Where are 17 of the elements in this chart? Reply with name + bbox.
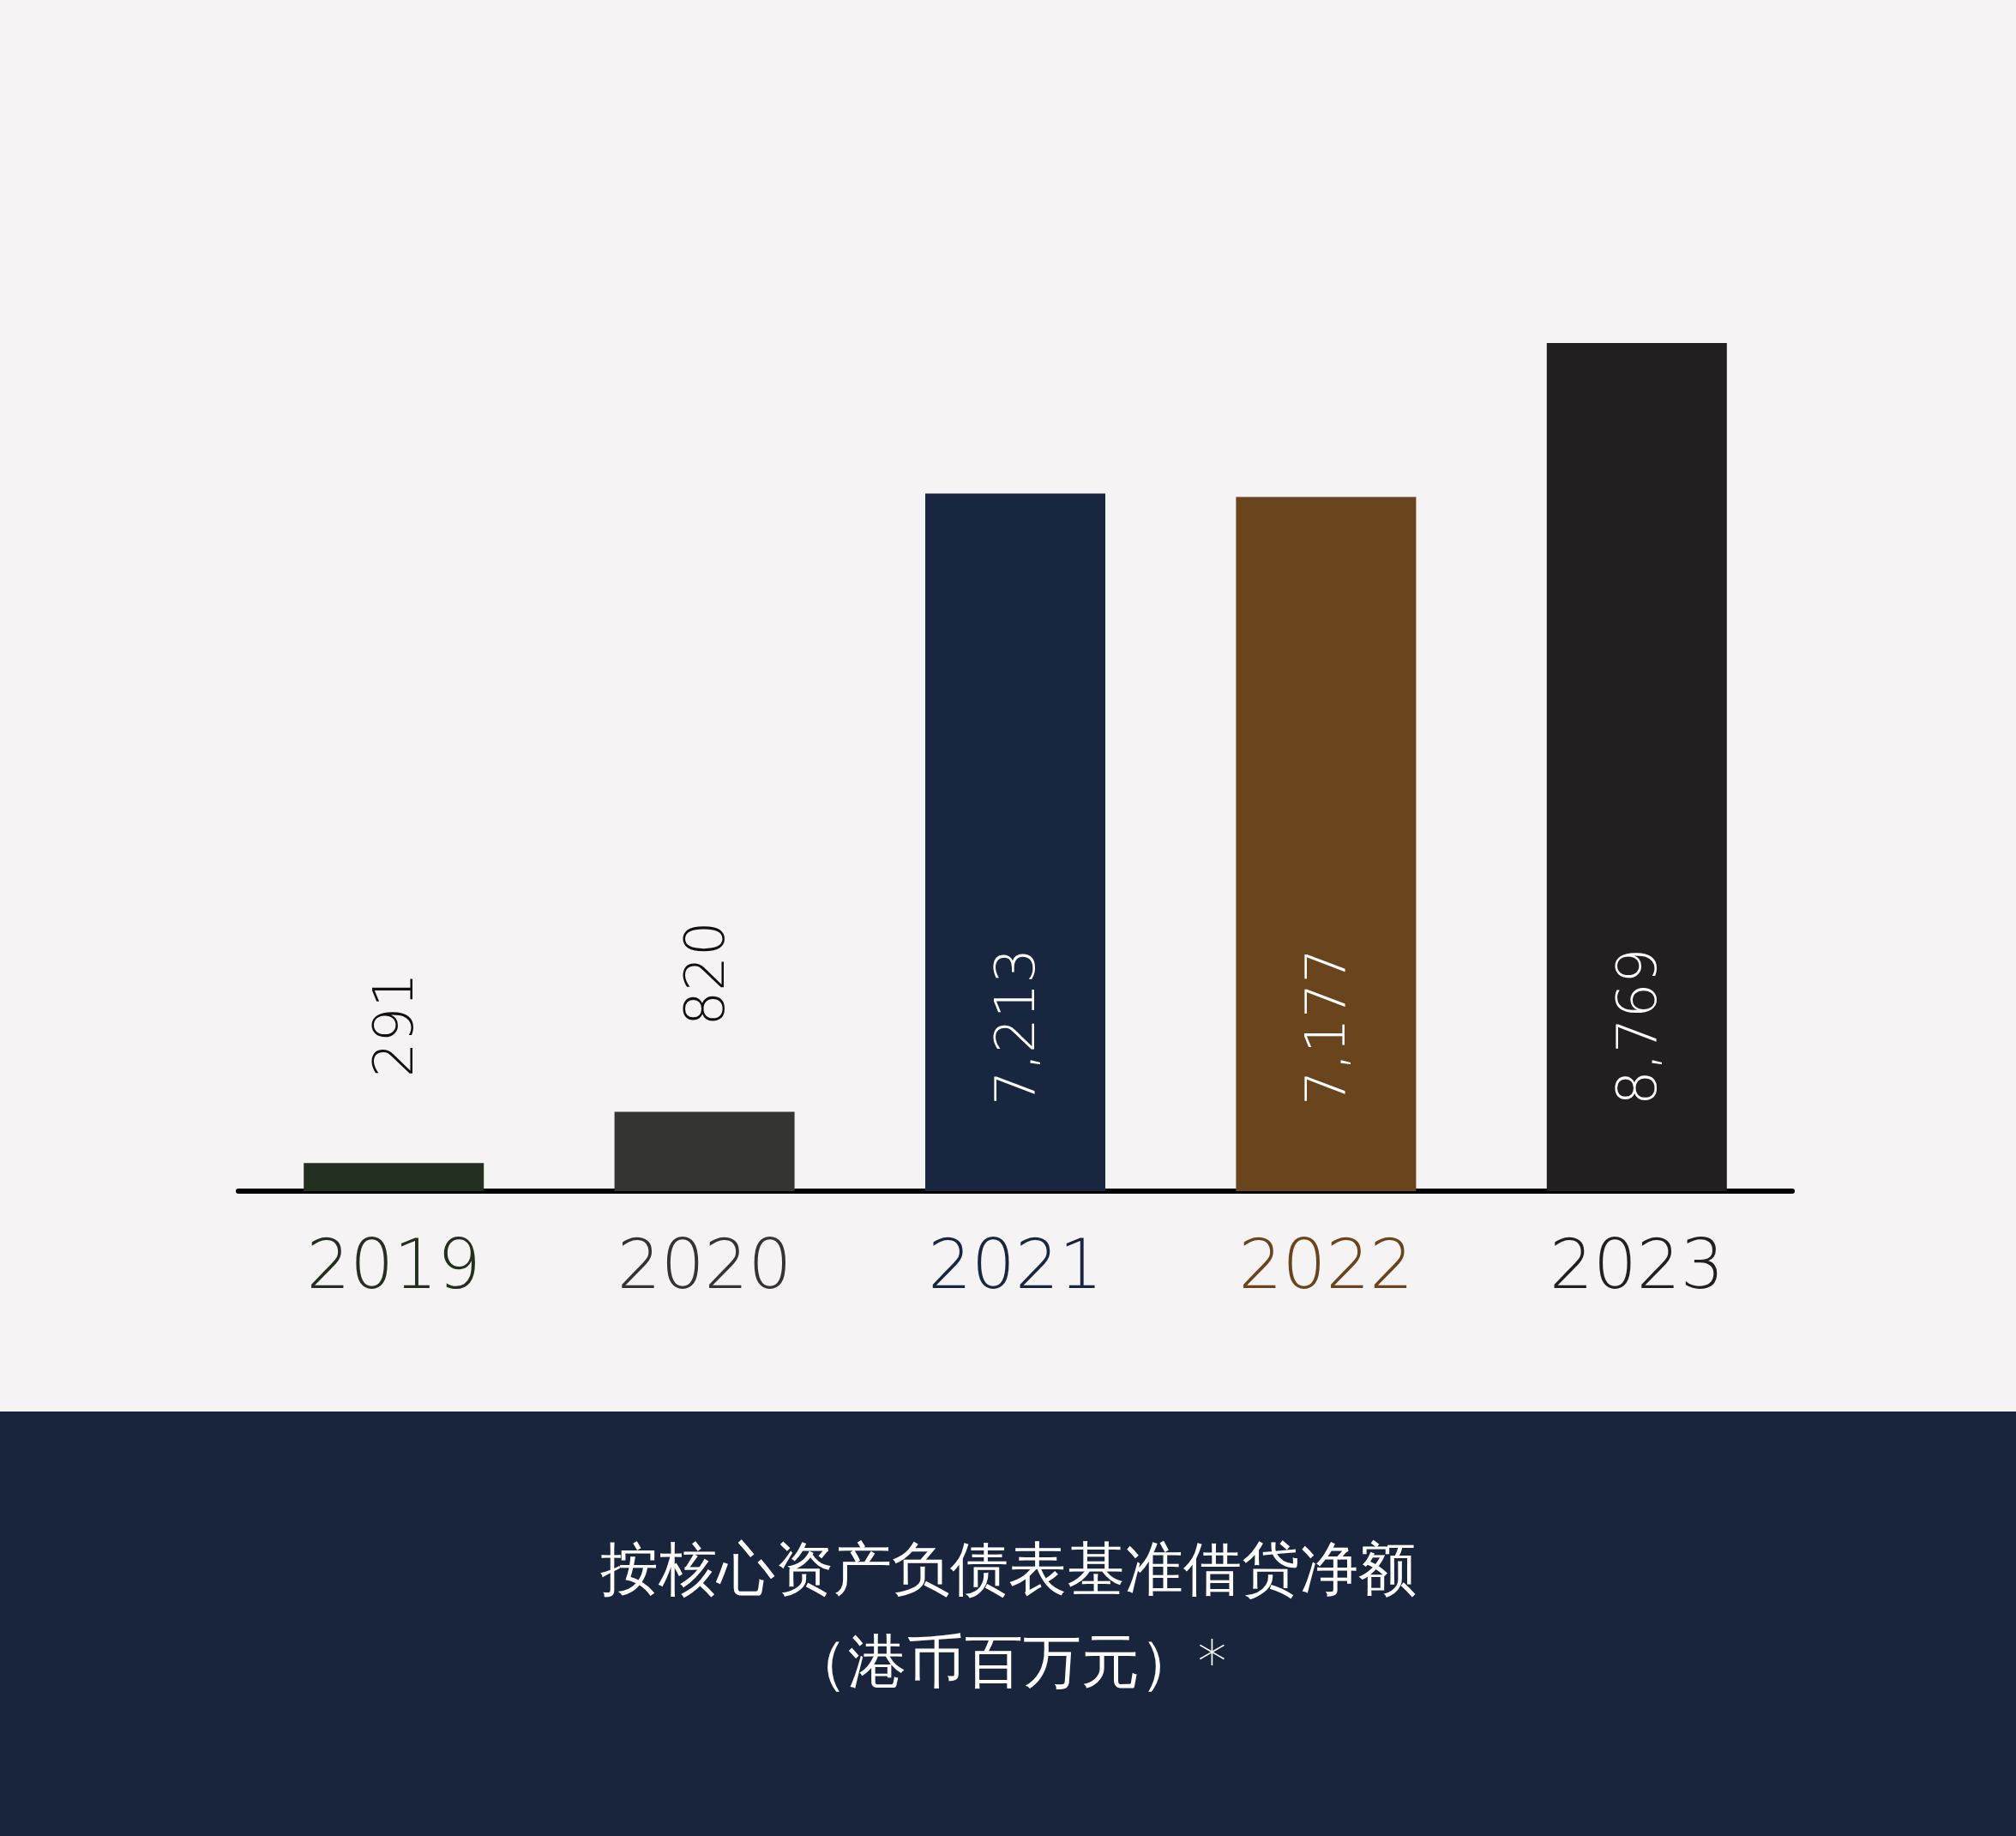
data-label: 291 (362, 972, 426, 1078)
text: （港币百万元）* (789, 1627, 1227, 1695)
x-tick-label: 2023 (1550, 1224, 1724, 1304)
x-tick-label: 2022 (1238, 1224, 1414, 1304)
x-tick-label: 2020 (617, 1224, 792, 1304)
bar (1236, 497, 1417, 1191)
data-label: 7,213 (984, 948, 1047, 1105)
bar (925, 493, 1105, 1191)
text: 按核心资产负债表基准借贷净额 (599, 1534, 1417, 1603)
x-tick-label: 2019 (306, 1224, 481, 1304)
bar (614, 1111, 795, 1191)
bar (304, 1163, 484, 1191)
data-label: 7,177 (1294, 948, 1358, 1105)
bar (1546, 343, 1727, 1191)
x-tick-label: 2021 (928, 1224, 1103, 1304)
data-label: 820 (672, 921, 737, 1026)
data-label: 8,769 (1604, 948, 1669, 1105)
